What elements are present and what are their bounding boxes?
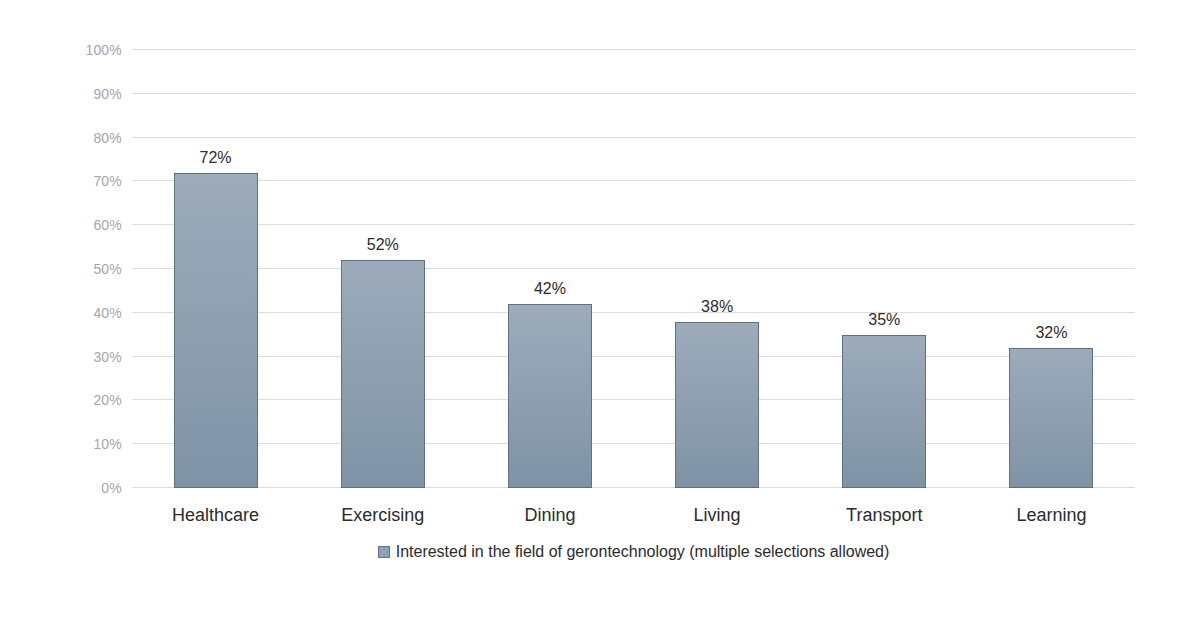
y-axis-tick-label: 70% xyxy=(93,173,122,189)
x-axis-category-label: Transport xyxy=(801,505,968,526)
y-axis-tick-label: 30% xyxy=(93,349,122,365)
legend-label: Interested in the field of gerontechnolo… xyxy=(396,543,890,561)
y-axis-tick-label: 0% xyxy=(101,480,122,496)
bar-value-label: 72% xyxy=(200,149,232,167)
bar-slot: 38% xyxy=(634,50,801,488)
x-axis-category-label: Living xyxy=(634,505,801,526)
plot-area: 72% 52% 42% 38% 35% 32% xyxy=(132,50,1135,488)
y-axis-labels: 0%10%20%30%40%50%60%70%80%90%100% xyxy=(0,50,122,488)
y-axis-tick-label: 50% xyxy=(93,261,122,277)
bar-living: 38% xyxy=(675,322,759,488)
y-axis-tick-label: 40% xyxy=(93,305,122,321)
bars-row: 72% 52% 42% 38% 35% 32% xyxy=(132,50,1135,488)
y-axis-tick-label: 90% xyxy=(93,86,122,102)
bar-healthcare: 72% xyxy=(174,173,258,488)
bar-value-label: 42% xyxy=(534,280,566,298)
x-axis-category-label: Dining xyxy=(466,505,633,526)
bar-value-label: 35% xyxy=(868,311,900,329)
bar-chart: 0% 10% 20% 30% 40% 50% 60% 70% 80% 90% 100% 72% 52%… xyxy=(0,0,1200,619)
bar-slot: 72% xyxy=(132,50,299,488)
bar-exercising: 52% xyxy=(341,260,425,488)
y-axis-tick-label: 100% xyxy=(85,42,122,58)
y-axis-tick-label: 10% xyxy=(93,436,122,452)
bar-slot: 42% xyxy=(466,50,633,488)
bar-transport: 35% xyxy=(842,335,926,488)
bar-learning: 32% xyxy=(1009,348,1093,488)
y-axis-tick-label: 60% xyxy=(93,217,122,233)
x-axis-category-label: Healthcare xyxy=(132,505,299,526)
bar-value-label: 52% xyxy=(367,236,399,254)
y-axis-tick-label: 80% xyxy=(93,130,122,146)
bar-slot: 32% xyxy=(968,50,1135,488)
legend: Interested in the field of gerontechnolo… xyxy=(132,543,1135,561)
bar-dining: 42% xyxy=(508,304,592,488)
legend-marker-icon xyxy=(378,546,390,558)
x-axis-labels: HealthcareExercisingDiningLivingTranspor… xyxy=(132,505,1135,526)
bar-value-label: 38% xyxy=(701,298,733,316)
x-axis-category-label: Exercising xyxy=(299,505,466,526)
y-axis-tick-label: 20% xyxy=(93,392,122,408)
bar-value-label: 32% xyxy=(1035,324,1067,342)
bar-slot: 35% xyxy=(801,50,968,488)
x-axis-category-label: Learning xyxy=(968,505,1135,526)
bar-slot: 52% xyxy=(299,50,466,488)
